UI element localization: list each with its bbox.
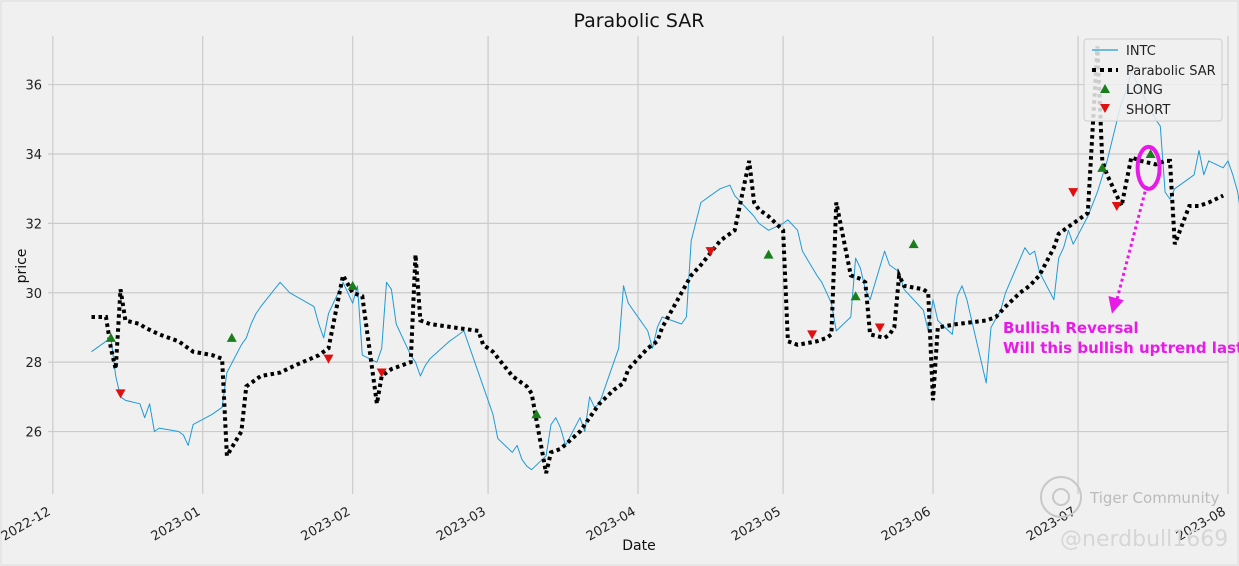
annotation-arrow-head (1108, 296, 1124, 314)
short-marker-3 (705, 247, 716, 257)
short-marker-1 (323, 354, 334, 364)
legend-label-short: SHORT (1126, 103, 1170, 118)
watermark-brand: Tiger Community (1089, 489, 1219, 507)
y-axis-ticks: 26 28 30 32 34 36 (25, 79, 42, 441)
short-marker-4 (807, 330, 818, 340)
x-axis-label: Date (622, 538, 655, 554)
annotation-line-2: Will this bullish uptrend last? (1003, 339, 1239, 357)
long-marker-6 (908, 239, 919, 249)
legend-swatch-long (1100, 84, 1110, 93)
legend-swatch-short (1100, 104, 1110, 113)
series-parabolic-sar (91, 46, 1225, 474)
signal-markers (105, 148, 1156, 419)
y-tick-label-26: 26 (25, 426, 42, 441)
long-marker-8 (1145, 148, 1156, 158)
watermark: Tiger Community @nerdbull1669 (1040, 476, 1228, 552)
y-tick-label-28: 28 (25, 356, 42, 371)
long-marker-3 (531, 409, 542, 419)
chart-title: Parabolic SAR (573, 10, 704, 32)
annotation-arrow-line (1114, 185, 1149, 304)
legend-label-long: LONG (1126, 83, 1163, 98)
y-axis-label: price (14, 249, 30, 284)
y-tick-label-32: 32 (25, 217, 42, 232)
tiger-logo-inner (1052, 488, 1070, 506)
legend-box (1083, 38, 1223, 122)
legend-label-sar: Parabolic SAR (1126, 64, 1216, 79)
y-tick-label-30: 30 (25, 287, 42, 302)
short-marker-5 (874, 323, 885, 333)
legend-label-intc: INTC (1126, 44, 1156, 59)
short-marker-6 (1068, 188, 1079, 198)
legend: INTC Parabolic SAR LONG SHORT (1083, 38, 1223, 122)
short-marker-2 (376, 368, 387, 378)
short-marker-7 (1111, 202, 1122, 212)
long-marker-7 (1097, 162, 1108, 172)
y-tick-label-36: 36 (25, 79, 42, 94)
annotation-line-1: Bullish Reversal (1003, 319, 1139, 337)
grid-lines (48, 36, 1229, 494)
highlight-ellipse (1135, 144, 1162, 191)
long-marker-0 (105, 332, 116, 342)
annotation: Bullish Reversal Will this bullish uptre… (1003, 144, 1239, 357)
long-marker-1 (226, 332, 237, 342)
tiger-logo-icon (1040, 476, 1082, 518)
long-marker-5 (850, 291, 861, 301)
long-marker-4 (763, 249, 774, 259)
short-marker-0 (115, 389, 126, 399)
watermark-handle: @nerdbull1669 (1060, 527, 1228, 552)
y-tick-label-34: 34 (25, 148, 42, 163)
long-marker-2 (347, 280, 358, 290)
